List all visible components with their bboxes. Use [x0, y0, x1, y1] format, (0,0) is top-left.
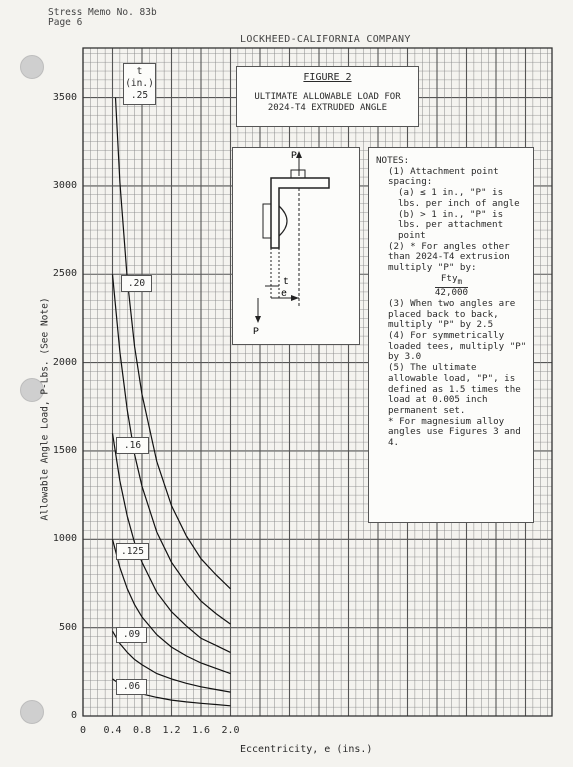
note-6: * For magnesium alloy angles use Figures… — [388, 415, 521, 449]
y-tick-label: 3500 — [52, 91, 77, 103]
company-name: LOCKHEED-CALIFORNIA COMPANY — [240, 34, 411, 45]
note-1: (1) Attachment point spacing: — [388, 165, 499, 188]
y-tick-label: 500 — [58, 621, 77, 633]
fraction-numerator: Fty — [440, 272, 458, 284]
y-tick-label: 2000 — [52, 356, 77, 368]
figure-title: ULTIMATE ALLOWABLE LOAD FOR 2024-T4 EXTR… — [254, 92, 401, 113]
x-tick-label: 0 — [79, 725, 87, 736]
note-2: (2) * For angles other than 2024-T4 extr… — [388, 240, 510, 274]
angle-sketch: P P t e — [253, 151, 330, 338]
y-tick-label: 3000 — [52, 179, 77, 191]
angle-sketch-box: P P t e — [232, 147, 360, 345]
series-label-16: .16 — [116, 437, 149, 454]
note-5: (5) The ultimate allowable load, "P", is… — [388, 362, 521, 416]
x-axis-label: Eccentricity, e (ins.) — [240, 744, 373, 755]
load-label-top: P — [291, 151, 297, 162]
series-label-20: .20 — [121, 275, 152, 292]
series-label-25: .25 — [130, 90, 149, 101]
x-tick-label: 2.0 — [221, 725, 240, 736]
load-arrow-down — [255, 316, 261, 323]
note-1a: (a) ≤ 1 in., "P" is lbs. per inch of ang… — [398, 187, 520, 209]
series-curve-125 — [111, 539, 231, 675]
figure-label: FIGURE 2 — [303, 72, 352, 83]
fastener-head — [290, 169, 306, 179]
y-tick-label: 2500 — [52, 268, 77, 280]
binder-hole-middle — [20, 378, 44, 402]
note-3: (3) When two angles are placed back to b… — [388, 297, 516, 331]
series-curve-16 — [111, 433, 231, 653]
series-curve-25 — [114, 97, 231, 590]
y-tick-label: 0 — [70, 710, 77, 721]
series-curve-20 — [111, 274, 231, 625]
series-title: t (in.) — [125, 66, 154, 89]
y-axis-label: Allowable Angle Load, P-Lbs. (See Note) — [39, 297, 51, 521]
fraction-denominator: 42,000 — [434, 287, 469, 299]
load-label-bottom: P — [253, 327, 259, 338]
memo-number: Stress Memo No. 83b — [48, 7, 157, 18]
notes-heading: NOTES: — [376, 155, 410, 166]
x-tick-label: 1.2 — [162, 725, 181, 736]
note-2-fraction: Ftym 42,000 — [376, 272, 527, 299]
y-tick-label: 1000 — [52, 533, 77, 545]
x-tick-label: 1.6 — [191, 725, 211, 736]
eccentricity-label: e — [281, 289, 287, 300]
thickness-label: t — [283, 277, 289, 288]
note-1b: (b) > 1 in., "P" is lbs. per attachment … — [398, 208, 504, 241]
load-arrow-up — [296, 151, 302, 158]
series-label-09: .09 — [116, 627, 147, 643]
binder-hole-top — [20, 55, 44, 79]
binder-hole-bottom — [20, 700, 44, 724]
series-label-06: .06 — [116, 679, 147, 695]
y-tick-label: 1500 — [52, 444, 77, 456]
series-label-125: .125 — [116, 543, 149, 560]
attachment-plate — [262, 203, 272, 239]
page-number: Page 6 — [48, 17, 83, 28]
x-tick-label: 0.8 — [132, 725, 152, 736]
plot-frame — [82, 47, 553, 717]
note-4: (4) For symmetrically loaded tees, multi… — [388, 330, 527, 363]
series-curve-09 — [111, 630, 231, 693]
chart-curves — [111, 97, 231, 707]
notes-box: NOTES: (1) Attachment point spacing: (a)… — [368, 147, 534, 523]
figure-title-box: FIGURE 2 ULTIMATE ALLOWABLE LOAD FOR 202… — [236, 66, 419, 127]
x-tick-label: 0.4 — [103, 725, 122, 736]
series-title-box: t (in.) .25 — [123, 63, 156, 105]
fraction-subscript: m — [457, 276, 463, 286]
